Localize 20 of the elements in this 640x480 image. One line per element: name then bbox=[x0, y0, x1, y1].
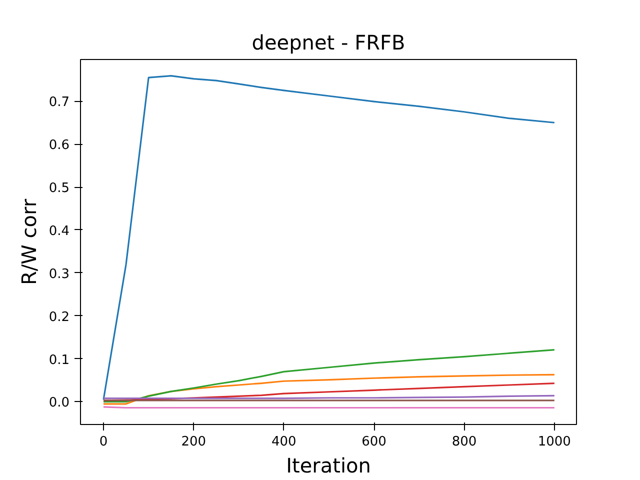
y-tick-label: 0.5 bbox=[48, 181, 70, 196]
x-tick-label: 600 bbox=[362, 434, 386, 450]
x-tick-label: 800 bbox=[452, 434, 477, 450]
x-tick-label: 400 bbox=[271, 434, 296, 450]
y-tick-label: 0.1 bbox=[48, 352, 70, 368]
line-series bbox=[102, 75, 556, 400]
line-series bbox=[102, 348, 556, 403]
y-tick-label: 0.2 bbox=[48, 310, 70, 325]
y-tick-label: 0.7 bbox=[48, 95, 70, 110]
y-tick-label: 0.4 bbox=[48, 224, 70, 239]
chart-title: deepnet - FRFB bbox=[252, 30, 406, 54]
y-tick-label: 0.0 bbox=[48, 396, 70, 411]
x-axis-title: Iteration bbox=[286, 454, 371, 478]
x-tick-label: 0 bbox=[99, 434, 108, 450]
y-axis-title: R/W corr bbox=[16, 198, 41, 286]
line-series bbox=[102, 374, 556, 405]
y-tick-label: 0.6 bbox=[48, 138, 70, 154]
x-tick-label: 1000 bbox=[538, 434, 571, 450]
y-tick-label: 0.3 bbox=[48, 266, 70, 282]
x-tick-label: 200 bbox=[181, 434, 206, 450]
